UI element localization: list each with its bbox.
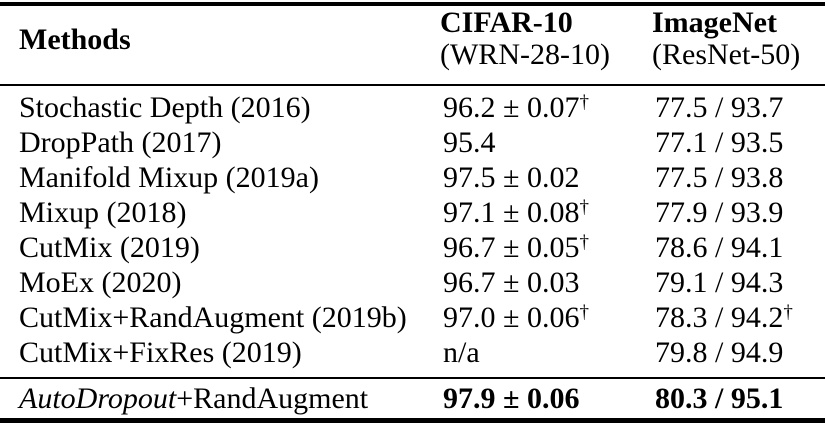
cifar-cell: 96.2 ± 0.07† — [443, 90, 589, 125]
bottom-rule — [0, 418, 825, 423]
top-rule — [0, 2, 825, 6]
cifar-value: 97.1 ± 0.08 — [443, 196, 580, 229]
cifar-value: 96.7 ± 0.03 — [443, 266, 580, 299]
table-body: Stochastic Depth (2016) 96.2 ± 0.07† 77.… — [0, 90, 825, 370]
header-rule — [0, 84, 825, 86]
imagenet-cell: 80.3 / 95.1 — [655, 382, 784, 415]
cifar-subtitle: (WRN-28-10) — [440, 38, 610, 71]
cifar-cell: 96.7 ± 0.03 — [443, 265, 579, 300]
cifar-cell: 97.9 ± 0.06 — [443, 382, 580, 415]
autodropout-label: AutoDropout — [19, 382, 177, 415]
imagenet-cell: 79.1 / 94.3 — [655, 265, 783, 300]
method-cell: MoEx (2020) — [19, 266, 182, 299]
imagenet-cell: 78.6 / 94.1 — [655, 230, 783, 265]
imagenet-cell: 77.9 / 93.9 — [655, 195, 783, 230]
cifar-cell: 97.0 ± 0.06† — [443, 300, 589, 335]
dagger-mark: † — [579, 92, 589, 113]
method-cell: CutMix (2019) — [19, 231, 200, 264]
imagenet-cell: 77.1 / 93.5 — [655, 125, 783, 160]
imagenet-value: 77.5 / 93.7 — [655, 91, 784, 124]
cifar-cell: 95.4 — [443, 125, 496, 160]
imagenet-cell: 79.8 / 94.9 — [655, 335, 783, 370]
imagenet-value: 79.1 / 94.3 — [655, 266, 784, 299]
footer-rule — [0, 377, 825, 379]
column-header-cifar: CIFAR-10 (WRN-28-10) — [440, 7, 610, 71]
imagenet-cell: 77.5 / 93.7 — [655, 90, 783, 125]
method-cell: Mixup (2018) — [19, 196, 187, 229]
table-row: Mixup (2018) 97.1 ± 0.08† 77.9 / 93.9 — [0, 195, 825, 230]
dagger-mark: † — [783, 302, 793, 323]
cifar-value: 97.5 ± 0.02 — [443, 161, 580, 194]
cifar-title: CIFAR-10 — [440, 6, 573, 39]
imagenet-subtitle: (ResNet-50) — [652, 38, 801, 71]
cifar-cell: 96.7 ± 0.05† — [443, 230, 589, 265]
cifar-value: 96.7 ± 0.05 — [443, 231, 580, 264]
imagenet-value: 79.8 / 94.9 — [655, 336, 784, 369]
cifar-cell: 97.1 ± 0.08† — [443, 195, 589, 230]
cifar-value: 95.4 — [443, 126, 496, 159]
method-cell: CutMix+FixRes (2019) — [19, 336, 302, 369]
column-header-imagenet: ImageNet (ResNet-50) — [652, 7, 800, 71]
table-row: CutMix+RandAugment (2019b) 97.0 ± 0.06† … — [0, 300, 825, 335]
cifar-value: 96.2 ± 0.07 — [443, 91, 580, 124]
table-row: CutMix+FixRes (2019) n/a 79.8 / 94.9 — [0, 335, 825, 370]
table-row: MoEx (2020) 96.7 ± 0.03 79.1 / 94.3 — [0, 265, 825, 300]
imagenet-value: 78.3 / 94.2 — [655, 301, 784, 334]
imagenet-title: ImageNet — [652, 6, 777, 39]
dagger-mark: † — [579, 197, 589, 218]
method-cell: AutoDropout+RandAugment — [19, 380, 368, 417]
dagger-mark: † — [579, 232, 589, 253]
table-row: CutMix (2019) 96.7 ± 0.05† 78.6 / 94.1 — [0, 230, 825, 265]
imagenet-value: 77.1 / 93.5 — [655, 126, 784, 159]
method-cell: Manifold Mixup (2019a) — [19, 161, 319, 194]
cifar-cell: 97.5 ± 0.02 — [443, 160, 579, 195]
imagenet-value: 78.6 / 94.1 — [655, 231, 784, 264]
method-cell: DropPath (2017) — [19, 126, 222, 159]
dagger-mark: † — [579, 302, 589, 323]
imagenet-cell: 77.5 / 93.8 — [655, 160, 783, 195]
method-cell: CutMix+RandAugment (2019b) — [19, 301, 407, 334]
imagenet-value: 77.9 / 93.9 — [655, 196, 784, 229]
table-row: Stochastic Depth (2016) 96.2 ± 0.07† 77.… — [0, 90, 825, 125]
table-row-autodropout: AutoDropout+RandAugment 97.9 ± 0.06 80.3… — [0, 380, 825, 417]
table-row: Manifold Mixup (2019a) 97.5 ± 0.02 77.5 … — [0, 160, 825, 195]
imagenet-value: 77.5 / 93.8 — [655, 161, 784, 194]
cifar-cell: n/a — [443, 335, 480, 370]
table-row: DropPath (2017) 95.4 77.1 / 93.5 — [0, 125, 825, 160]
randaugment-label: +RandAugment — [176, 382, 369, 415]
cifar-value: n/a — [443, 336, 480, 369]
method-cell: Stochastic Depth (2016) — [19, 91, 311, 124]
column-header-methods: Methods — [19, 23, 131, 56]
imagenet-cell: 78.3 / 94.2† — [655, 300, 793, 335]
cifar-value: 97.0 ± 0.06 — [443, 301, 580, 334]
